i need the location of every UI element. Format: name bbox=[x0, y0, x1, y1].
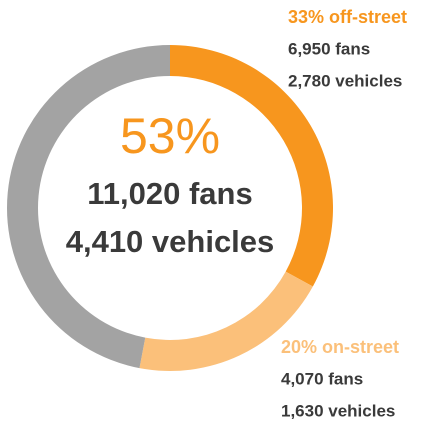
center-line: 11,020 fans bbox=[87, 176, 252, 211]
segment-detail: 4,070 fans bbox=[281, 369, 363, 388]
donut-segment bbox=[170, 45, 333, 287]
segment-label: 33% off-street bbox=[288, 7, 407, 27]
donut-segment bbox=[6, 45, 170, 369]
center-line: 4,410 vehicles bbox=[66, 224, 275, 259]
donut-segment bbox=[139, 271, 313, 371]
segment-detail: 2,780 vehicles bbox=[288, 71, 402, 90]
segment-label: 20% on-street bbox=[281, 337, 399, 357]
center-label: 53% bbox=[120, 108, 220, 164]
segment-detail: 6,950 fans bbox=[288, 39, 370, 58]
segment-detail: 1,630 vehicles bbox=[281, 401, 395, 420]
